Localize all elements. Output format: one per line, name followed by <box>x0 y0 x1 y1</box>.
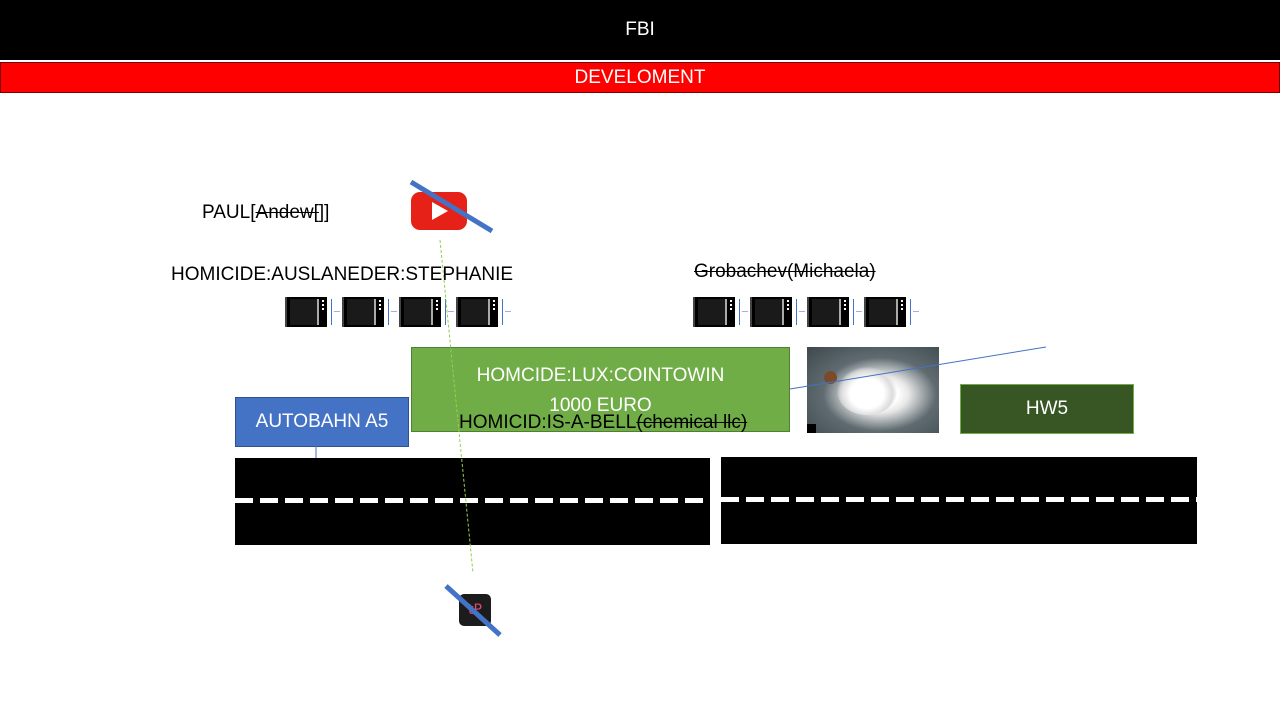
amount-label: 1000 EURO <box>549 395 652 416</box>
powder-pile <box>837 367 897 415</box>
video-thumbnail-item[interactable] <box>285 297 340 327</box>
header-bar: FBI <box>0 0 1280 60</box>
resize-arrow-icon <box>498 297 511 327</box>
youtube-icon[interactable] <box>411 192 467 230</box>
resize-arrow-icon <box>906 297 919 327</box>
homicide-lux-box[interactable]: HOMCIDE:LUX:COINTOWIN 1000 EURO <box>411 347 790 432</box>
video-thumbnail-icon <box>864 297 906 327</box>
road-right <box>721 457 1197 544</box>
homicid-bell-text: HOMICID:IS-A-BELL <box>459 412 637 433</box>
coin-icon <box>824 371 837 384</box>
video-thumbnail-item[interactable] <box>399 297 454 327</box>
road-left <box>235 458 710 545</box>
resize-arrow-icon <box>441 297 454 327</box>
video-thumbnail-icon <box>750 297 792 327</box>
road-lane-marking <box>235 498 710 503</box>
video-thumbnail-icon <box>456 297 498 327</box>
autobahn-box[interactable]: AUTOBAHN A5 <box>235 397 409 447</box>
play-icon <box>432 202 448 220</box>
autobahn-label: AUTOBAHN A5 <box>255 411 389 432</box>
video-thumbnails-left <box>285 297 513 327</box>
video-thumbnail-icon <box>807 297 849 327</box>
image-corner-marker <box>807 424 816 433</box>
video-thumbnail-icon <box>693 297 735 327</box>
development-banner: DEVELOMENT <box>0 62 1280 93</box>
resize-arrow-icon <box>792 297 805 327</box>
development-label: DEVELOMENT <box>574 66 706 88</box>
video-thumbnail-item[interactable] <box>693 297 748 327</box>
homicide-lux-label: HOMCIDE:LUX:COINTOWIN <box>476 365 725 386</box>
resize-arrow-icon <box>849 297 862 327</box>
video-thumbnail-icon <box>285 297 327 327</box>
hw5-label: HW5 <box>1025 398 1069 419</box>
app-glyph: tP <box>468 602 482 618</box>
paul-label: PAUL[Andew[]] <box>202 203 329 222</box>
grobachev-label: Grobachev(Michaela) <box>694 261 876 282</box>
resize-arrow-icon <box>735 297 748 327</box>
resize-arrow-icon <box>327 297 340 327</box>
video-thumbnail-icon <box>342 297 384 327</box>
hw5-box[interactable]: HW5 <box>960 384 1134 434</box>
resize-arrow-icon <box>384 297 397 327</box>
video-thumbnail-item[interactable] <box>864 297 919 327</box>
header-title: FBI <box>625 19 655 40</box>
powder-image <box>807 347 939 433</box>
app-icon[interactable]: tP <box>459 594 491 626</box>
video-thumbnail-icon <box>399 297 441 327</box>
video-thumbnail-item[interactable] <box>807 297 862 327</box>
chemical-struck-text: (chemical llc) <box>636 412 748 433</box>
homicid-bell-label: HOMICID:IS-A-BELL(chemical llc) <box>459 413 747 432</box>
video-thumbnail-item[interactable] <box>456 297 511 327</box>
paul-close-text: ]] <box>318 202 330 223</box>
video-thumbnail-item[interactable] <box>342 297 397 327</box>
road-lane-marking <box>721 497 1197 502</box>
video-thumbnail-item[interactable] <box>750 297 805 327</box>
paul-text: PAUL[ <box>202 202 256 223</box>
andew-struck-text: Andew[ <box>255 202 319 223</box>
video-thumbnails-right <box>693 297 921 327</box>
homicide-stephanie-label: HOMICIDE:AUSLANEDER:STEPHANIE <box>171 264 514 285</box>
